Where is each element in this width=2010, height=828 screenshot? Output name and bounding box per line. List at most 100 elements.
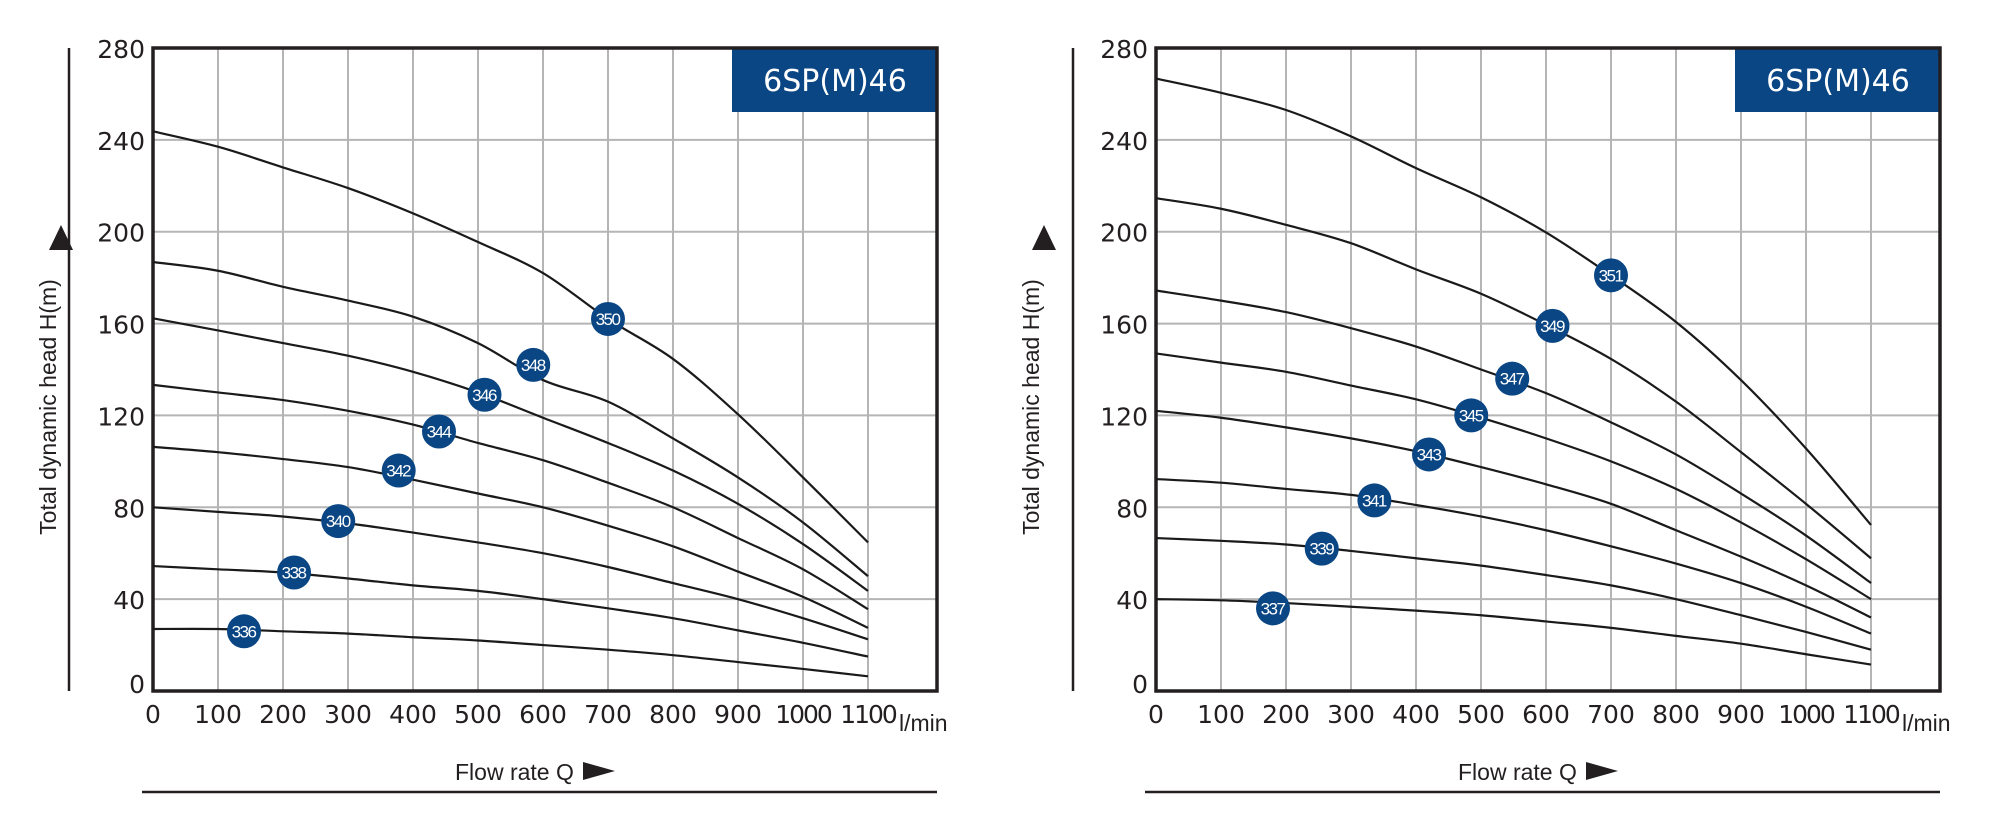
curve-badge-348	[516, 347, 551, 382]
curve-label: 336	[232, 622, 257, 641]
up-arrow-icon	[1032, 225, 1056, 250]
curve-343	[1155, 409, 1872, 619]
curve-badge-350	[591, 301, 625, 336]
curve-339	[1155, 536, 1872, 651]
curve-341	[1155, 477, 1872, 635]
x-tick-label: 400	[1392, 700, 1440, 729]
x-tick-label: 1100	[840, 700, 897, 729]
x-tick-label: 700	[1587, 700, 1635, 729]
curve-badge-342	[381, 453, 416, 488]
y-tick-label: 0	[1132, 670, 1148, 699]
curve-336	[152, 627, 869, 678]
curve-label: 351	[1599, 266, 1624, 285]
x-tick-label: 1000	[775, 700, 832, 729]
curve-label: 343	[1417, 445, 1442, 464]
curve-badge-337	[1256, 591, 1290, 626]
curve-338	[152, 564, 869, 658]
curve-345	[1155, 352, 1872, 601]
curve-label: 348	[521, 356, 546, 375]
x-unit-label: l/min	[899, 710, 948, 736]
curve-badge-347	[1495, 361, 1530, 396]
curve-351	[1155, 77, 1872, 526]
x-tick-label: 300	[1327, 700, 1375, 729]
x-tick-label: 0	[145, 700, 161, 729]
x-unit-label: l/min	[1902, 710, 1951, 736]
y-tick-label: 0	[129, 670, 145, 699]
y-tick-label: 160	[97, 311, 145, 340]
x-tick-label: 700	[584, 700, 632, 729]
curve-label: 350	[596, 310, 621, 329]
curve-badge-336	[227, 614, 261, 649]
curve-badge-345	[1454, 398, 1489, 433]
y-axis-title: Total dynamic head H(m)	[1018, 279, 1044, 535]
y-tick-label: 40	[1116, 586, 1148, 615]
right-arrow-icon	[583, 762, 615, 780]
curve-label: 341	[1362, 491, 1387, 510]
curve-label: 345	[1459, 406, 1484, 425]
x-tick-label: 500	[1457, 700, 1505, 729]
y-tick-label: 200	[97, 219, 145, 248]
chart-title: 6SP(M)46	[763, 64, 907, 99]
plot-frame	[151, 46, 939, 693]
y-tick-label: 80	[1116, 494, 1148, 523]
x-tick-label: 900	[1717, 700, 1765, 729]
right-arrow-icon	[1586, 762, 1618, 780]
curve-label: 349	[1540, 317, 1565, 336]
y-tick-label: 280	[97, 35, 145, 64]
y-tick-label: 120	[1100, 402, 1148, 431]
curve-344	[152, 383, 869, 611]
curve-badge-340	[321, 504, 356, 539]
x-tick-label: 200	[259, 700, 307, 729]
x-tick-label: 600	[519, 700, 567, 729]
curve-badge-349	[1535, 308, 1570, 343]
model-title-box	[1735, 48, 1940, 112]
model-title-box	[732, 48, 937, 112]
x-tick-label: 900	[714, 700, 762, 729]
curve-342	[152, 445, 869, 629]
x-tick-label: 1100	[1843, 700, 1900, 729]
curve-badge-344	[422, 414, 456, 449]
curve-label: 338	[282, 564, 307, 583]
curve-label: 340	[326, 512, 351, 531]
curve-label: 346	[472, 386, 497, 405]
curve-349	[1155, 197, 1872, 560]
curve-label: 347	[1500, 370, 1525, 389]
curve-badge-339	[1304, 531, 1339, 566]
x-tick-label: 500	[454, 700, 502, 729]
y-tick-label: 240	[1100, 127, 1148, 156]
curve-badge-351	[1594, 258, 1628, 293]
y-tick-label: 200	[1100, 219, 1148, 248]
x-tick-label: 800	[1652, 700, 1700, 729]
curve-badge-343	[1412, 437, 1446, 472]
right-chart: 6SP(M)46 0 40 80 120 160 200 240 280 0 100 200 300 40…	[1018, 35, 1951, 794]
curve-badge-341	[1357, 483, 1392, 518]
curve-347	[1155, 289, 1872, 584]
x-tick-label: 600	[1522, 700, 1570, 729]
x-axis-title: Flow rate Q	[455, 759, 574, 785]
y-tick-label: 80	[113, 494, 145, 523]
x-tick-label: 200	[1262, 700, 1310, 729]
curve-label: 339	[1309, 540, 1334, 559]
curve-label: 337	[1261, 599, 1286, 618]
plot-frame	[1154, 46, 1942, 693]
curve-label: 344	[427, 423, 452, 442]
curve-348	[152, 260, 869, 578]
x-tick-label: 300	[324, 700, 372, 729]
up-arrow-icon	[49, 225, 73, 250]
curve-340	[152, 506, 869, 641]
x-tick-label: 100	[1197, 700, 1245, 729]
chart-title: 6SP(M)46	[1766, 64, 1910, 99]
curve-350	[152, 130, 869, 544]
x-tick-label: 800	[649, 700, 697, 729]
y-tick-label: 240	[97, 127, 145, 156]
curve-346	[152, 317, 869, 592]
left-chart: 6SP(M)46 0 40 80 120 160 200 240 280 0 100 200 300 40…	[35, 35, 948, 794]
curve-badge-346	[467, 377, 502, 412]
curve-badge-338	[277, 555, 312, 590]
y-axis-title: Total dynamic head H(m)	[35, 279, 61, 535]
x-tick-label: 1000	[1778, 700, 1835, 729]
x-tick-label: 0	[1148, 700, 1164, 729]
y-tick-label: 40	[113, 586, 145, 615]
x-tick-label: 400	[389, 700, 437, 729]
